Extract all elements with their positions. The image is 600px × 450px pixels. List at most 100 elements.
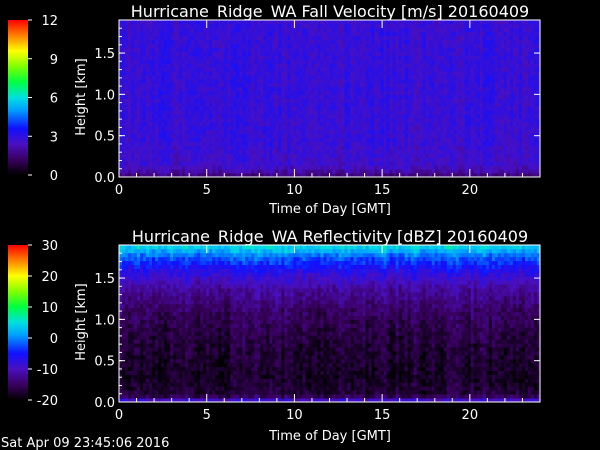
heatmap-cell <box>461 145 466 150</box>
heatmap-cell <box>314 129 318 135</box>
heatmap-cell <box>323 137 327 143</box>
heatmap-cell <box>155 122 159 127</box>
heatmap-cell <box>194 145 198 150</box>
heatmap-cell <box>356 173 360 178</box>
heatmap-cell <box>230 35 234 41</box>
heatmap-cell <box>467 153 472 158</box>
heatmap-cell <box>314 23 318 29</box>
heatmap-cell <box>293 20 297 25</box>
heatmap-cell <box>431 55 436 60</box>
heatmap-cell <box>293 141 297 147</box>
heatmap-cell <box>452 141 457 147</box>
heatmap-cell <box>347 169 351 174</box>
heatmap-cell <box>389 114 394 119</box>
heatmap-cell <box>323 59 327 64</box>
heatmap-cell <box>305 71 309 76</box>
heatmap-cell <box>323 78 327 84</box>
heatmap-cell <box>176 137 180 143</box>
heatmap-cell <box>419 122 424 127</box>
heatmap-cell <box>410 110 415 115</box>
heatmap-cell <box>224 110 228 115</box>
heatmap-cell <box>308 169 312 174</box>
heatmap-cell <box>404 27 409 33</box>
heatmap-cell <box>398 102 403 107</box>
heatmap-cell <box>212 153 216 158</box>
heatmap-cell <box>224 43 228 48</box>
heatmap-cell <box>125 149 129 154</box>
heatmap-cell <box>407 125 412 131</box>
heatmap-cell <box>308 161 312 166</box>
heatmap-cell <box>305 137 309 143</box>
heatmap-cell <box>137 98 141 103</box>
heatmap-cell <box>488 20 493 25</box>
heatmap-cell <box>119 169 123 174</box>
heatmap-cell <box>317 39 321 44</box>
heatmap-cell <box>185 51 189 56</box>
heatmap-cell <box>134 114 138 119</box>
heatmap-cell <box>290 141 294 147</box>
heatmap-cell <box>185 23 189 29</box>
heatmap-cell <box>224 82 228 88</box>
heatmap-cell <box>353 110 357 115</box>
heatmap-cell <box>434 31 439 37</box>
heatmap-cell <box>122 157 126 162</box>
heatmap-cell <box>236 118 240 123</box>
heatmap-cell <box>344 133 348 139</box>
heatmap-cell <box>320 43 324 48</box>
heatmap-cell <box>281 94 285 99</box>
heatmap-cell <box>416 141 421 147</box>
heatmap-cell <box>137 55 141 60</box>
heatmap-cell <box>197 129 201 135</box>
heatmap-cell <box>296 114 300 119</box>
heatmap-cell <box>479 169 484 174</box>
heatmap-cell <box>368 173 372 178</box>
heatmap-cell <box>425 55 430 60</box>
heatmap-cell <box>227 47 231 52</box>
heatmap-cell <box>431 102 436 107</box>
heatmap-cell <box>329 161 333 166</box>
heatmap-cell <box>479 129 484 135</box>
heatmap-cell <box>491 125 496 131</box>
heatmap-cell <box>212 106 216 111</box>
heatmap-cell <box>383 102 388 107</box>
heatmap-cell <box>188 71 192 76</box>
heatmap-cell <box>482 106 487 111</box>
heatmap-cell <box>383 31 388 37</box>
heatmap-cell <box>158 133 162 139</box>
heatmap-cell <box>167 47 171 52</box>
heatmap-cell <box>188 47 192 52</box>
heatmap-cell <box>326 78 330 84</box>
heatmap-cell <box>134 94 138 99</box>
heatmap-cell <box>200 169 204 174</box>
heatmap-cell <box>263 23 267 29</box>
heatmap-cell <box>323 51 327 56</box>
heatmap-cell <box>125 129 129 135</box>
heatmap-cell <box>290 78 294 84</box>
heatmap-cell <box>371 59 376 64</box>
heatmap-cell <box>254 94 258 99</box>
heatmap-cell <box>455 98 460 103</box>
heatmap-cell <box>173 161 177 166</box>
heatmap-cell <box>389 125 394 131</box>
heatmap-cell <box>422 43 427 48</box>
heatmap-cell <box>215 47 219 52</box>
heatmap-cell <box>317 23 321 29</box>
heatmap-cell <box>275 165 279 170</box>
heatmap-cell <box>206 145 210 150</box>
heatmap-cell <box>398 157 403 162</box>
heatmap-cell <box>395 71 400 76</box>
heatmap-cell <box>392 43 397 48</box>
heatmap-cell <box>287 74 291 80</box>
heatmap-cell <box>233 94 237 99</box>
heatmap-cell <box>431 51 436 56</box>
heatmap-cell <box>149 43 153 48</box>
heatmap-cell <box>161 35 165 41</box>
heatmap-cell <box>374 55 379 60</box>
heatmap-cell <box>407 55 412 60</box>
heatmap-cell <box>230 153 234 158</box>
heatmap-cell <box>287 47 291 52</box>
heatmap-cell <box>491 110 496 115</box>
heatmap-cell <box>122 137 126 143</box>
heatmap-cell <box>326 94 330 99</box>
heatmap-cell <box>191 71 195 76</box>
